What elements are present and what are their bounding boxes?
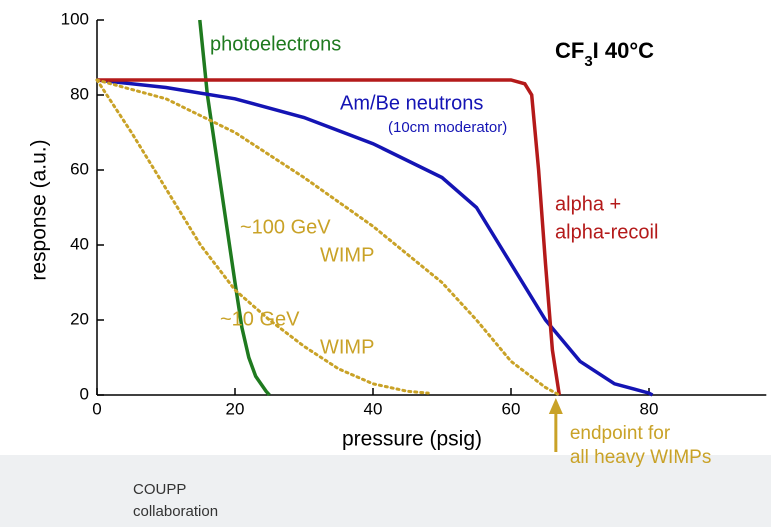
annotation: all heavy WIMPs bbox=[570, 447, 711, 468]
series-label: alpha + bbox=[555, 193, 621, 215]
chart-title: CF3I 40°C bbox=[555, 38, 654, 70]
series-label: photoelectrons bbox=[210, 33, 341, 55]
y-tick-label: 80 bbox=[70, 84, 89, 103]
y-tick-label: 60 bbox=[70, 159, 89, 178]
series-label: WIMP bbox=[320, 244, 374, 266]
y-tick-label: 0 bbox=[80, 384, 89, 403]
series-label: ~10 GeV bbox=[220, 308, 300, 330]
series-line bbox=[96, 78, 654, 397]
x-tick-label: 40 bbox=[364, 399, 383, 418]
series-label: WIMP bbox=[320, 336, 374, 358]
x-axis-label: pressure (psig) bbox=[342, 428, 482, 451]
series-line bbox=[198, 19, 271, 397]
footer: collaboration bbox=[133, 503, 218, 520]
series-label: ~100 GeV bbox=[240, 216, 331, 238]
title-part: CF bbox=[555, 38, 584, 63]
y-axis-label: response (a.u.) bbox=[28, 139, 51, 280]
x-tick-label: 20 bbox=[226, 399, 245, 418]
series-line bbox=[95, 78, 430, 395]
plot-background bbox=[0, 0, 771, 455]
y-tick-label: 40 bbox=[70, 234, 89, 253]
title-part: I 40°C bbox=[593, 38, 654, 63]
y-tick-label: 20 bbox=[70, 309, 89, 328]
annotation: (10cm moderator) bbox=[388, 119, 507, 136]
series-label: Am/Be neutrons bbox=[340, 92, 483, 114]
series-label: alpha-recoil bbox=[555, 221, 658, 243]
x-tick-label: 80 bbox=[640, 399, 659, 418]
x-tick-label: 60 bbox=[502, 399, 521, 418]
series-line bbox=[95, 78, 561, 397]
annotation: endpoint for bbox=[570, 423, 671, 444]
title-sub: 3 bbox=[584, 53, 592, 70]
footer: COUPP bbox=[133, 481, 186, 498]
series-line bbox=[97, 78, 562, 396]
x-tick-label: 0 bbox=[92, 399, 101, 418]
y-tick-label: 100 bbox=[61, 9, 89, 28]
endpoint-arrowhead bbox=[548, 398, 563, 414]
